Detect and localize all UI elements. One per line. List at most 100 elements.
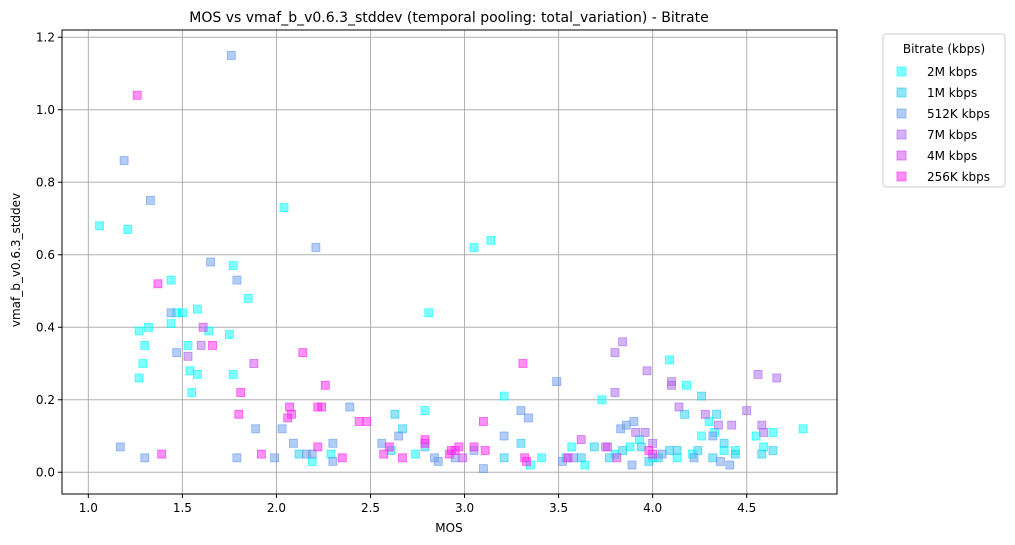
legend-marker — [896, 129, 907, 140]
data-point — [589, 442, 599, 452]
x-tick-label: 3.5 — [549, 501, 568, 515]
data-point — [243, 293, 253, 303]
data-point — [228, 261, 238, 271]
data-point — [576, 435, 586, 445]
data-point — [140, 340, 150, 350]
data-point — [326, 449, 336, 459]
data-point — [458, 453, 468, 463]
data-point — [757, 420, 767, 430]
data-point — [524, 413, 533, 423]
y-tick-label: 0.4 — [36, 320, 55, 334]
data-point — [198, 322, 208, 332]
data-point — [226, 51, 236, 60]
data-point — [478, 417, 488, 426]
data-point — [552, 377, 562, 387]
data-point — [697, 391, 706, 401]
data-point — [232, 453, 242, 463]
data-point — [480, 446, 490, 455]
legend-label: 256K kbps — [927, 170, 990, 184]
data-point — [384, 442, 394, 452]
data-point — [469, 442, 479, 452]
data-point — [398, 453, 407, 463]
data-point — [478, 464, 488, 474]
data-point — [772, 373, 782, 383]
data-point — [719, 446, 729, 455]
data-point — [759, 442, 768, 452]
data-point — [719, 438, 729, 448]
legend-label: 7M kbps — [927, 128, 977, 142]
data-point — [635, 435, 644, 445]
data-point — [115, 442, 125, 452]
data-point — [166, 319, 176, 329]
data-point — [228, 369, 238, 379]
data-point — [708, 431, 718, 441]
x-axis-label: MOS — [435, 521, 462, 535]
data-point — [469, 243, 479, 252]
data-point — [625, 442, 635, 452]
data-point — [138, 359, 148, 368]
data-point — [610, 348, 620, 358]
y-tick-label: 1.2 — [36, 30, 55, 44]
y-tick-label: 0.0 — [36, 465, 55, 479]
data-point — [185, 366, 195, 376]
legend-marker — [896, 171, 907, 182]
data-point — [610, 388, 620, 397]
data-point — [708, 453, 718, 463]
data-point — [153, 279, 163, 289]
data-point — [420, 406, 430, 416]
legend-entries: 2M kbps 1M kbps 512K kbps 7M kbps 4M kbps 256… — [896, 65, 990, 184]
data-point — [693, 446, 703, 455]
legend-marker — [896, 150, 907, 161]
data-point — [294, 449, 304, 459]
data-point — [580, 460, 590, 470]
data-point — [411, 449, 421, 459]
x-tick-label: 4.0 — [643, 501, 662, 515]
data-point — [320, 380, 330, 390]
data-point — [499, 391, 509, 401]
data-point — [640, 427, 650, 437]
x-tick-label: 4.5 — [737, 501, 756, 515]
data-point — [157, 449, 167, 459]
data-point — [166, 275, 176, 285]
y-tick-label: 0.8 — [36, 175, 55, 189]
data-point — [603, 442, 612, 452]
x-tick-label: 2.0 — [267, 501, 286, 515]
data-point — [682, 380, 691, 390]
data-point — [657, 449, 667, 459]
data-point — [345, 402, 355, 412]
data-point — [313, 442, 323, 452]
data-point — [337, 453, 347, 463]
data-point — [270, 453, 280, 463]
data-point — [398, 424, 407, 434]
data-point — [307, 456, 317, 466]
x-tick-label: 3.0 — [455, 501, 474, 515]
data-point — [612, 453, 622, 463]
y-tick-label: 0.2 — [36, 393, 55, 407]
data-point — [486, 235, 496, 245]
data-point — [288, 438, 298, 448]
x-tick-label: 2.5 — [361, 501, 380, 515]
data-point — [567, 442, 577, 452]
data-point — [522, 456, 531, 466]
data-point — [563, 453, 573, 463]
data-point — [187, 388, 197, 397]
data-point — [704, 417, 714, 426]
data-point — [768, 446, 778, 455]
plot-area-frame — [61, 29, 838, 495]
data-point — [277, 424, 287, 434]
data-point — [379, 449, 389, 459]
data-point — [731, 449, 740, 459]
data-point — [648, 438, 658, 448]
data-point — [95, 221, 104, 231]
data-point — [119, 156, 129, 165]
data-point — [742, 406, 752, 416]
data-point — [183, 351, 193, 361]
data-point — [665, 355, 674, 365]
data-point — [753, 369, 763, 379]
legend-frame — [882, 33, 1006, 188]
data-point — [627, 460, 637, 470]
legend: Bitrate (kbps) 2M kbps 1M kbps 512K kbps 7M… — [882, 33, 1006, 188]
legend-marker — [896, 66, 907, 77]
